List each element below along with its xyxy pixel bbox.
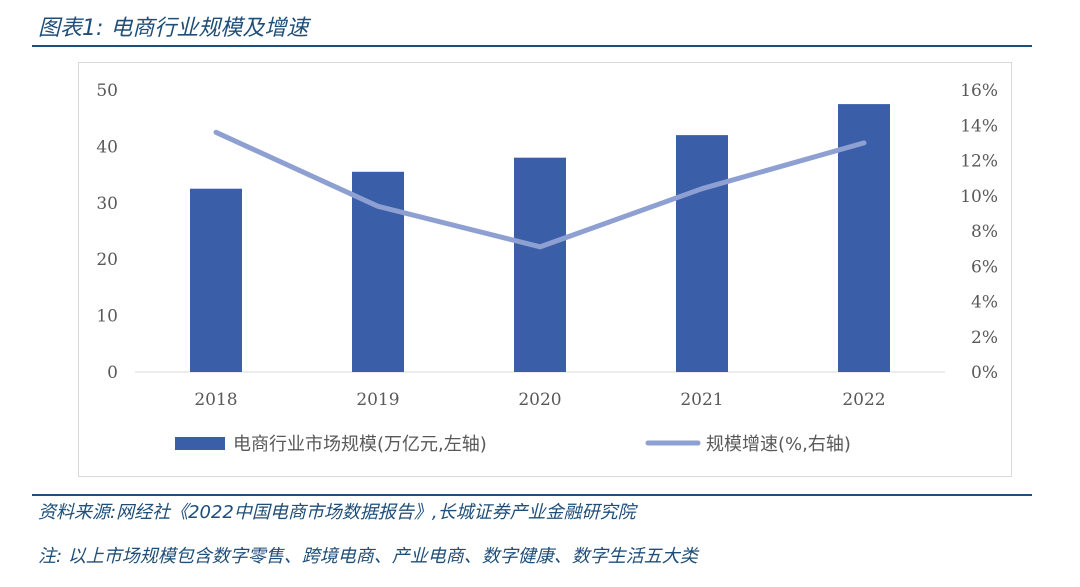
- x-axis-tick: 2019: [356, 390, 399, 410]
- left-axis-tick: 20: [96, 250, 118, 270]
- x-axis-tick: 2020: [518, 390, 561, 410]
- right-axis-tick: 8%: [971, 222, 998, 242]
- right-axis-tick: 12%: [960, 152, 998, 172]
- chart-frame: [78, 62, 1012, 477]
- x-axis-tick: 2021: [680, 390, 723, 410]
- right-axis-tick: 16%: [960, 81, 998, 101]
- left-axis-tick: 30: [96, 194, 118, 214]
- bar-2021: [676, 135, 728, 372]
- left-axis-tick: 10: [96, 307, 118, 327]
- left-axis-tick: 0: [107, 363, 118, 383]
- bar-2019: [352, 171, 404, 372]
- legend-bar-swatch: [175, 437, 225, 450]
- left-axis-tick: 50: [96, 81, 118, 101]
- legend-bar-label: 电商行业市场规模(万亿元,左轴): [233, 434, 487, 455]
- right-axis-tick: 4%: [971, 293, 998, 313]
- right-axis-tick: 6%: [971, 257, 998, 277]
- x-axis-tick: 2018: [194, 390, 237, 410]
- remark-note: 注: 以上市场规模包含数字零售、跨境电商、产业电商、数字健康、数字生活五大类: [38, 546, 698, 567]
- source-note: 资料来源:网经社《2022中国电商市场数据报告》,长城证券产业金融研究院: [38, 502, 636, 523]
- right-axis-tick: 2%: [971, 328, 998, 348]
- right-axis-tick: 14%: [960, 116, 998, 136]
- legend-line-label: 规模增速(%,右轴): [706, 434, 851, 455]
- bar-2018: [190, 188, 242, 372]
- left-axis-tick: 40: [96, 137, 118, 157]
- right-axis-tick: 0%: [971, 363, 998, 383]
- bar-2020: [514, 157, 566, 372]
- x-axis-tick: 2022: [842, 390, 885, 410]
- top-rule: [32, 45, 1032, 47]
- bottom-rule: [32, 494, 1032, 496]
- right-axis-tick: 10%: [960, 187, 998, 207]
- figure-title: 图表1: 电商行业规模及增速: [38, 16, 309, 41]
